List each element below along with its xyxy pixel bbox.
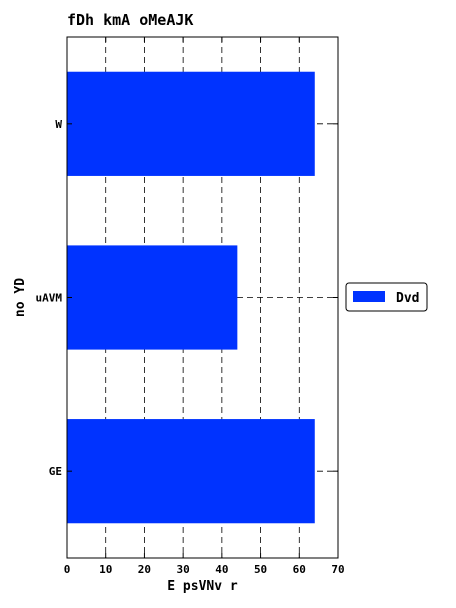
x-tick-label-70: 70 (331, 563, 344, 576)
bars-group (67, 71, 315, 524)
x-tick-label-40: 40 (215, 563, 228, 576)
x-tick-label-50: 50 (254, 563, 267, 576)
legend-box (345, 282, 428, 312)
legend: Dvd (345, 282, 428, 312)
x-tick-label-60: 60 (293, 563, 306, 576)
y-tick-label-GE: GE (49, 465, 62, 478)
x-tick-label-20: 20 (138, 563, 151, 576)
bar-W (67, 71, 315, 176)
x-tick-label-10: 10 (99, 563, 112, 576)
y-axis-label: no YD (13, 278, 28, 317)
bar-uAVM (67, 245, 238, 350)
y-tick-label-uAVM: uAVM (36, 292, 63, 305)
chart-title: fDh kmA oMeAJK (67, 11, 193, 29)
y-tick-label-W: W (55, 118, 62, 131)
x-tick-label-30: 30 (177, 563, 190, 576)
x-axis-ticks: 0 10 20 30 40 50 60 70 (64, 37, 345, 576)
bar-GE (67, 419, 315, 524)
x-axis-label: E psVNv r (167, 579, 238, 594)
legend-swatch-dvd (353, 291, 385, 302)
x-tick-label-0: 0 (64, 563, 71, 576)
legend-label-dvd: Dvd (396, 291, 419, 306)
